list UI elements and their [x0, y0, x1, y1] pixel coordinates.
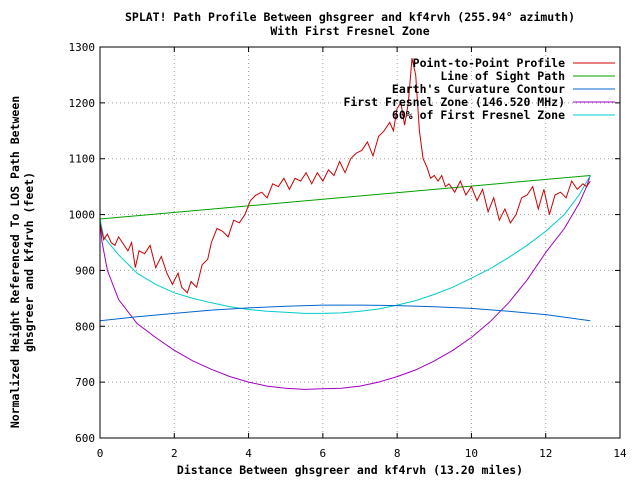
x-tick-label: 8 [394, 447, 401, 460]
series-line-first-fresnel-zone-146-520-mhz [99, 175, 591, 390]
y-tick-label: 1000 [69, 209, 96, 222]
grid-layer [100, 47, 620, 438]
y-tick-label: 900 [75, 264, 95, 277]
series-line-60-of-first-fresnel-zone [99, 175, 591, 314]
x-tick-label: 0 [97, 447, 104, 460]
series-line-line-of-sight-path [99, 175, 591, 220]
x-tick-label: 6 [320, 447, 327, 460]
x-tick-label: 4 [245, 447, 252, 460]
y-tick-label: 1300 [69, 41, 96, 54]
x-tick-label: 2 [171, 447, 178, 460]
y-tick-label: 700 [75, 376, 95, 389]
chart-subtitle: With First Fresnel Zone [270, 24, 429, 38]
y-tick-label: 600 [75, 432, 95, 445]
legend-label-first-fresnel-zone-146-520-mhz: First Fresnel Zone (146.520 MHz) [343, 95, 565, 109]
series-line-point-to-point-profile [99, 58, 591, 294]
y-axis-label-line-2: ghsgreer and kf4rvh (feet) [22, 172, 36, 352]
x-tick-label: 14 [613, 447, 627, 460]
tick-layer: 0 2 4 6 8 10 12 14 600 700 800 900 1000 1100 1200 1300 [69, 41, 627, 460]
chart-title: SPLAT! Path Profile Between ghsgreer and… [125, 10, 575, 24]
legend-label-60-of-first-fresnel-zone: 60% of First Fresnel Zone [392, 108, 565, 122]
y-tick-label: 800 [75, 320, 95, 333]
y-tick-label: 1100 [69, 153, 96, 166]
legend-label-point-to-point-profile: Point-to-Point Profile [413, 56, 565, 70]
x-tick-label: 12 [539, 447, 552, 460]
plot-layer [99, 58, 591, 390]
x-axis-label: Distance Between ghsgreer and kf4rvh (13… [177, 463, 523, 477]
y-tick-label: 1200 [69, 97, 96, 110]
plot-border [99, 46, 621, 439]
series-line-earth-s-curvature-contour [99, 304, 591, 322]
legend-label-earth-s-curvature-contour: Earth's Curvature Contour [392, 82, 565, 96]
legend-label-line-of-sight-path: Line of Sight Path [440, 69, 565, 83]
x-tick-label: 10 [465, 447, 478, 460]
y-axis-label-line-1: Normalized Height Referenced To LOS Path… [8, 96, 22, 428]
